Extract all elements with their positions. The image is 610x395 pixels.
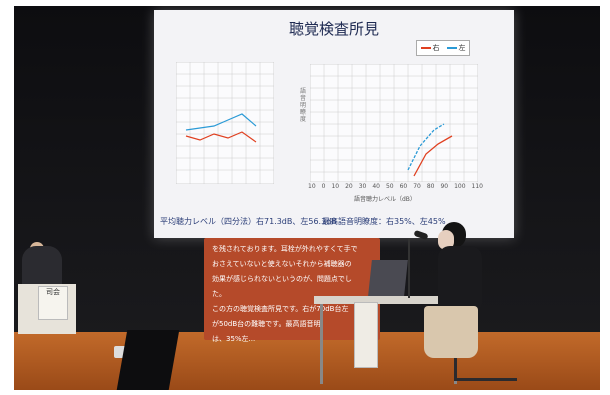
speech-grid — [310, 64, 478, 182]
right-chart-ylabel: 語音明瞭度 — [300, 88, 307, 123]
xtick: 30 — [358, 183, 367, 190]
captioning-screen: を残されております。耳栓が外れやすくて手で おさえていないと使えないそれから補聴… — [204, 238, 380, 343]
caption-line: おさえていないと使えないそれから補聴器の — [212, 260, 352, 268]
foreground-monitor — [116, 330, 180, 390]
speaker-desk — [314, 296, 462, 304]
caption-speech-discrimination: 最高語音明瞭度：右35%、左45% — [322, 217, 446, 226]
microphone-stand — [408, 238, 410, 298]
caption-line: が50dB台の難聴です。最高語音明 — [212, 320, 321, 328]
right-chart-xticks: 10 0 10 20 30 40 50 60 70 80 90 100 110 — [308, 183, 483, 190]
xtick: 10 — [308, 183, 316, 190]
audiogram-left-ear-line — [185, 113, 257, 131]
conference-scene: 聴覚検査所見 右 左 語音明瞭度 — [14, 6, 600, 390]
xtick: 110 — [471, 183, 483, 190]
projection-screen: 聴覚検査所見 右 左 語音明瞭度 — [154, 10, 514, 238]
speaker-face — [438, 230, 454, 250]
speech-right-ear-line — [413, 135, 453, 177]
moderator-sign: 司会 — [38, 286, 68, 320]
audiogram-chart — [176, 62, 274, 184]
speech-audiogram-chart — [310, 64, 478, 182]
caption-line: は、35%左... — [212, 335, 256, 343]
caption-line: た。 — [212, 290, 226, 298]
xtick: 70 — [413, 183, 421, 190]
speaker-skirt — [424, 306, 478, 358]
xtick: 40 — [372, 183, 380, 190]
xtick: 0 — [321, 183, 326, 190]
caption-line: 効果が感じられないというのが、問題点でし — [212, 275, 352, 283]
caption-line: を残されております。耳栓が外れやすくて手で — [212, 245, 358, 253]
legend-right: 右 — [420, 43, 440, 53]
xtick: 50 — [385, 183, 394, 190]
right-chart-xlabel: 語音聴力レベル（dB） — [354, 196, 416, 203]
speaker-sign — [354, 302, 378, 368]
audiogram-grid — [176, 62, 274, 184]
caption-hearing-level: 平均聴力レベル（四分法）右71.3dB、左56.3dB — [160, 217, 337, 226]
xtick: 90 — [440, 183, 449, 190]
xtick: 100 — [454, 183, 466, 190]
xtick: 10 — [331, 183, 340, 190]
audiogram-right-ear-line — [185, 131, 257, 143]
xtick: 20 — [345, 183, 353, 190]
chart-legend: 右 左 — [416, 40, 470, 56]
xtick: 60 — [399, 183, 408, 190]
xtick: 80 — [426, 183, 435, 190]
desk-leg — [320, 304, 323, 384]
laptop — [368, 260, 408, 296]
speech-left-ear-line — [407, 123, 445, 171]
legend-left: 左 — [446, 43, 466, 53]
slide-title: 聴覚検査所見 — [288, 20, 379, 38]
speaker-body — [438, 246, 482, 308]
caption-line: この方の聴覚検査所見です。右が70dB台左 — [212, 305, 349, 313]
